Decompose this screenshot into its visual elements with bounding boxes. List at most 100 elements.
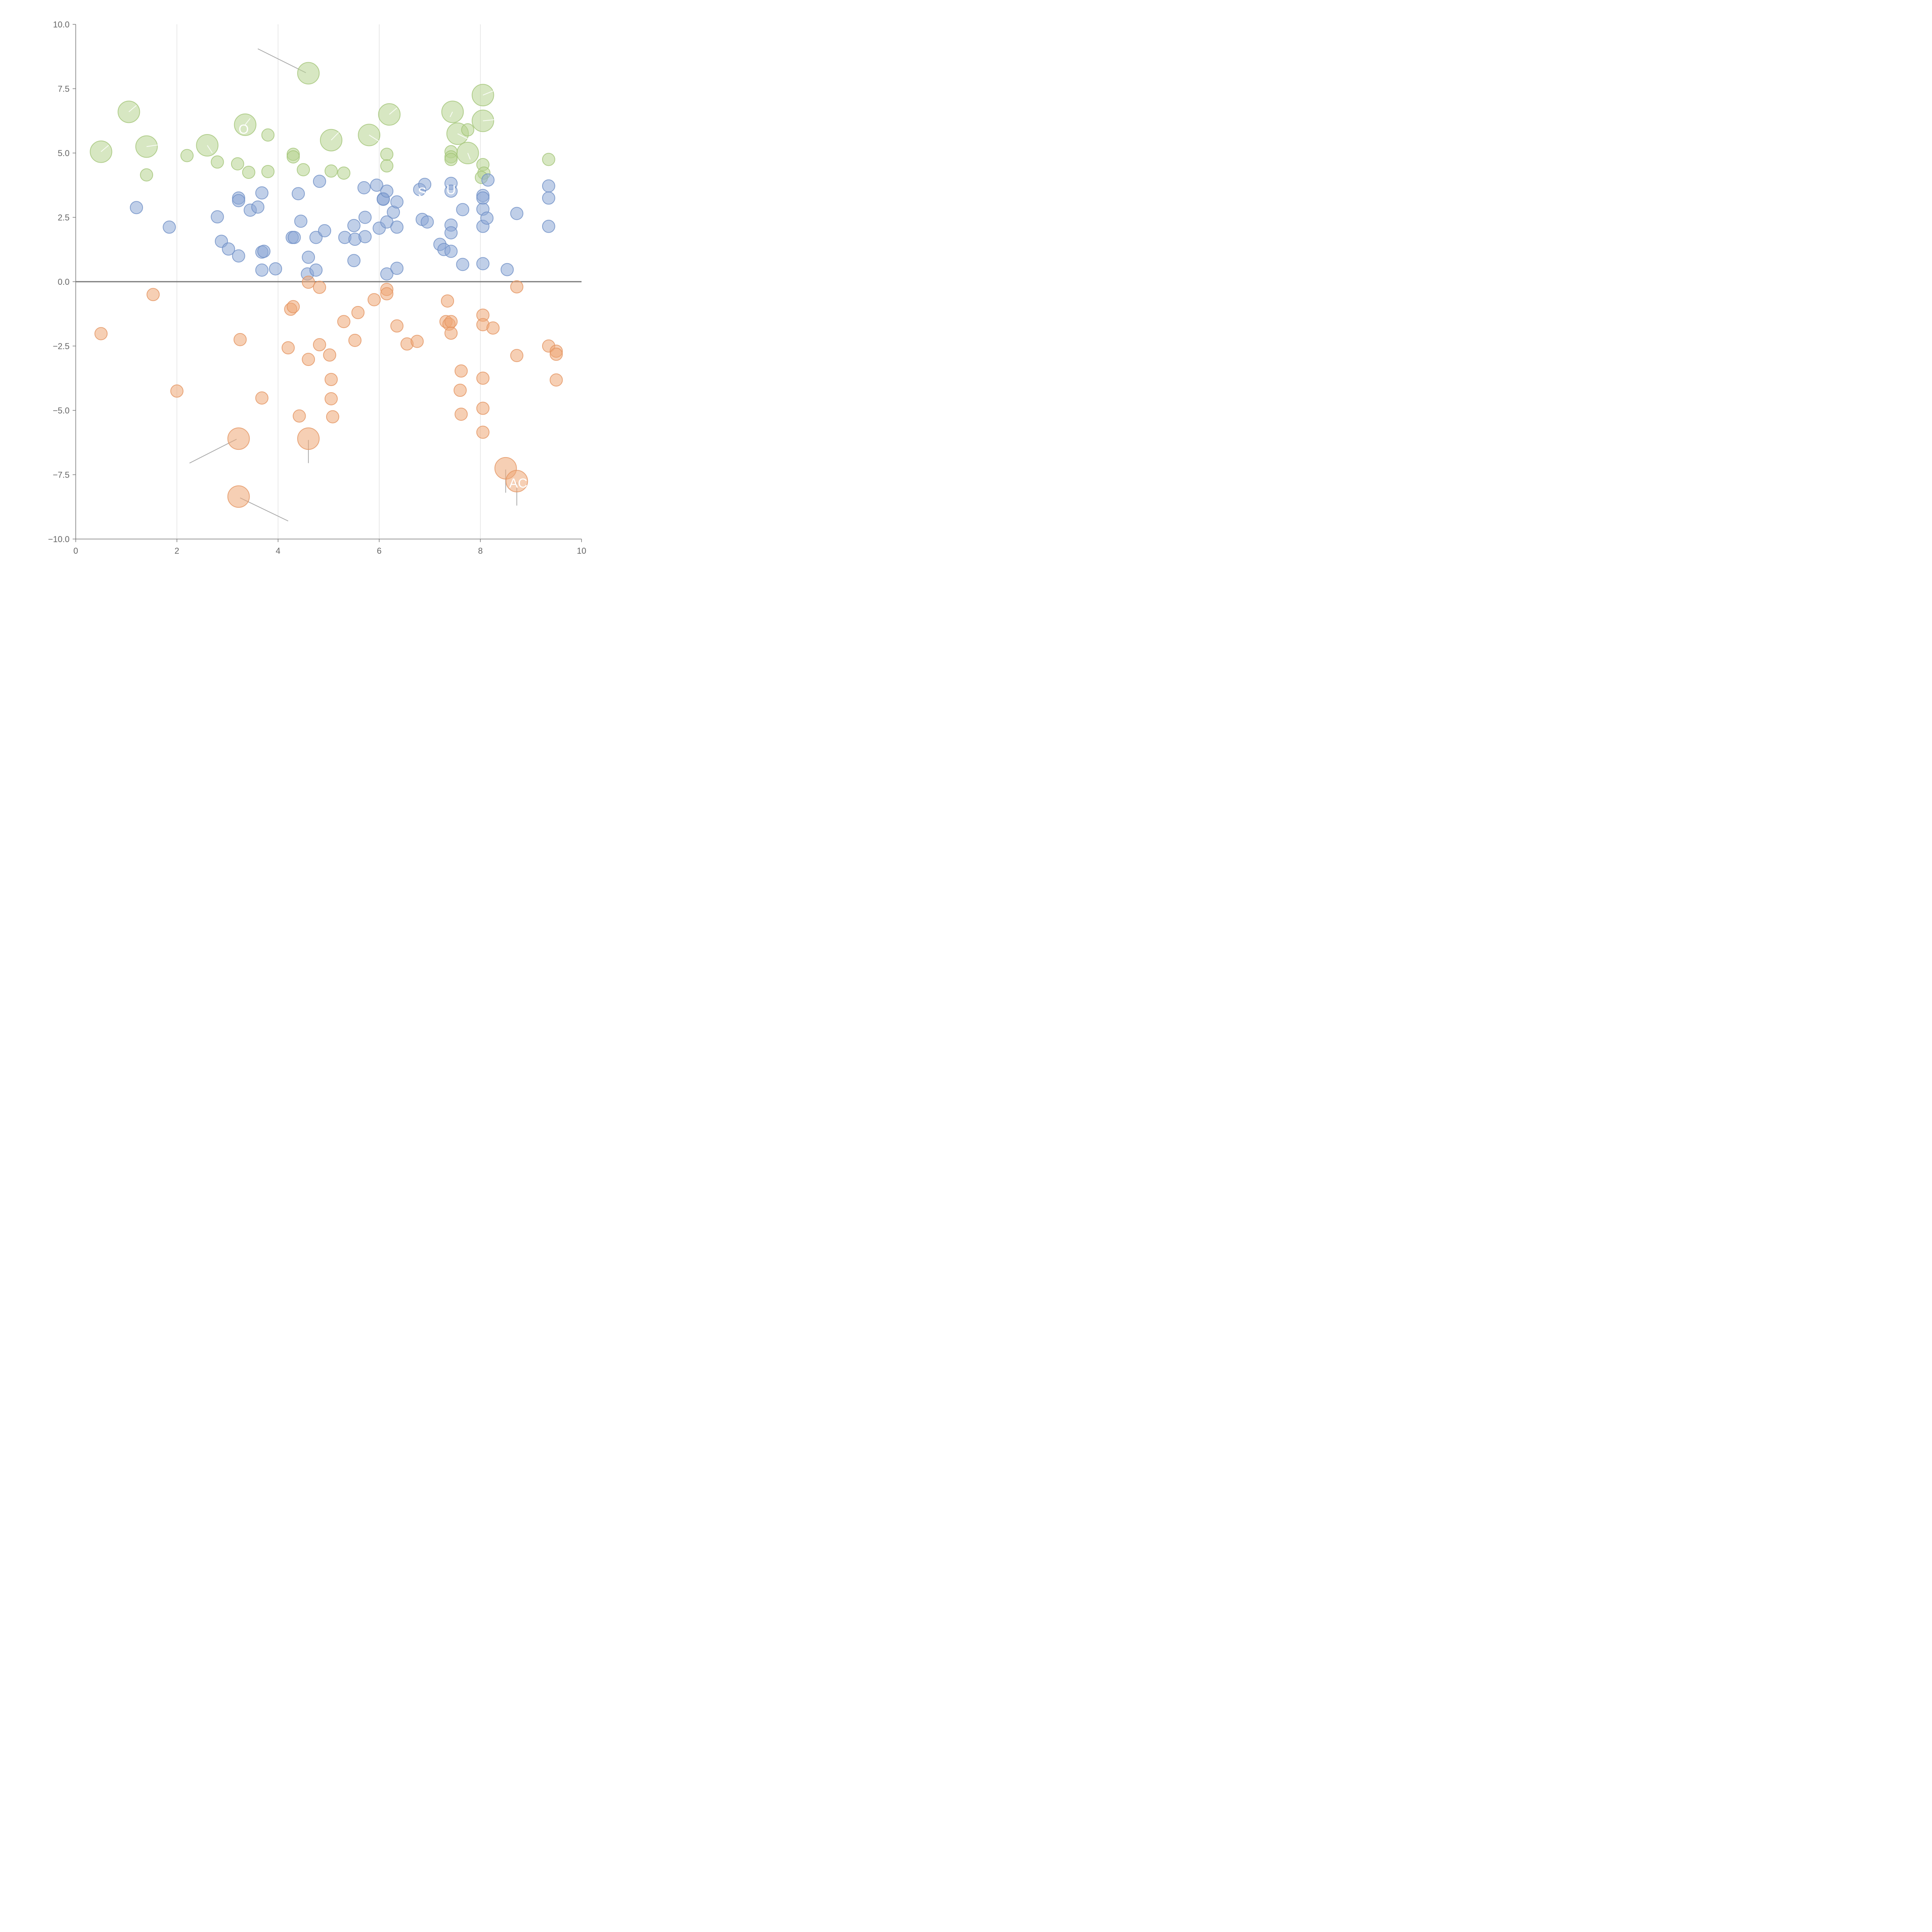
leader-line [257, 48, 306, 73]
orange-point [454, 364, 468, 378]
blue-point [500, 263, 514, 276]
green-point [542, 153, 555, 166]
blue-point [476, 257, 490, 270]
orange-point [453, 384, 467, 397]
blue-point [390, 220, 404, 234]
blue-point [456, 203, 469, 216]
orange-point [297, 427, 320, 450]
green-point [325, 164, 338, 178]
blue-point [370, 179, 383, 192]
blue-point [251, 200, 265, 214]
green-point [261, 165, 275, 178]
y-tick-label: 0.0 [58, 277, 70, 287]
green-point [444, 153, 458, 166]
blue-point [456, 258, 469, 271]
label-leader [207, 145, 213, 153]
label-leader [467, 153, 471, 160]
blue-point [481, 173, 495, 187]
blue-point [480, 211, 494, 225]
green-point [337, 166, 350, 180]
blue-point [542, 191, 555, 205]
label-leader [483, 89, 496, 96]
blue-point [357, 181, 371, 194]
orange-point [326, 410, 339, 423]
annotation-labels: V O S U AC [100, 89, 527, 491]
green-point [261, 128, 275, 142]
blue-point [222, 242, 235, 256]
orange-point [486, 321, 500, 335]
y-tick-label: 2.5 [58, 213, 70, 223]
annotation-label: O [238, 122, 248, 137]
x-tick-label: 8 [478, 546, 483, 556]
annotation-label: S [418, 185, 427, 200]
green-point [380, 148, 394, 161]
label-leader [100, 145, 109, 152]
blue-point [232, 194, 245, 207]
label-leader [245, 118, 251, 125]
orange-point [476, 371, 490, 385]
blue-point [476, 191, 490, 205]
blue-point [347, 219, 361, 232]
blue-point [420, 215, 434, 229]
x-tick-label: 4 [276, 546, 280, 556]
orange-point [286, 300, 300, 313]
orange-point [444, 315, 458, 328]
orange-point [233, 333, 247, 346]
blue-point [232, 249, 245, 263]
orange-point [146, 288, 160, 301]
orange-point [281, 341, 295, 355]
orange-point [325, 392, 338, 406]
green-point [297, 163, 310, 177]
green-point [286, 150, 300, 163]
orange-point [313, 338, 326, 352]
orange-point [227, 485, 250, 508]
y-tick-label: 5.0 [58, 148, 70, 158]
y-tick-label: −5.0 [53, 406, 70, 415]
blue-point [269, 262, 282, 276]
orange-point [441, 294, 454, 308]
label-leader [449, 111, 453, 117]
orange-point [380, 287, 394, 301]
orange-point [549, 373, 563, 387]
label-leader [457, 133, 468, 139]
green-point [242, 165, 255, 179]
orange-point [549, 347, 563, 361]
blue-point [444, 245, 458, 258]
blue-point [294, 214, 308, 228]
orange-point [302, 276, 315, 289]
blue-point [542, 219, 555, 233]
orange-point [313, 281, 326, 294]
blue-point [302, 250, 315, 264]
scatter-chart: 0 2 4 6 8 10 10.0 7.5 5.0 2.5 0.0 −2.5 −5.0 −7.5 −10.0… [48, 20, 586, 556]
green-point [461, 123, 474, 137]
y-tick-label: −7.5 [53, 470, 70, 480]
blue-point [380, 267, 394, 281]
green-point [211, 155, 224, 169]
orange-point [510, 280, 524, 294]
blue-point [313, 175, 326, 188]
blue-point [390, 262, 404, 275]
orange-point [505, 470, 528, 493]
blue-point [130, 201, 143, 214]
orange-point [325, 373, 338, 386]
blue-point [542, 179, 555, 193]
x-tick-label: 0 [73, 546, 78, 556]
blue-point [358, 211, 372, 224]
label-leader [128, 105, 137, 112]
orange-point [302, 353, 315, 366]
green-point [297, 62, 320, 85]
orange-point [510, 349, 524, 362]
annotation-label: V [203, 119, 212, 134]
orange-point [367, 293, 381, 306]
y-tick-label: −10.0 [48, 534, 70, 544]
label-leader [483, 119, 496, 121]
orange-point [255, 391, 269, 405]
blue-point [390, 195, 404, 209]
axes: 0 2 4 6 8 10 10.0 7.5 5.0 2.5 0.0 −2.5 −5.0 −7.5 −10.0 [48, 20, 586, 556]
orange-point [293, 409, 306, 423]
blue-point [255, 186, 269, 200]
annotation-label: U [446, 183, 456, 197]
orange-point [476, 425, 490, 439]
orange-point [323, 348, 337, 362]
blue-point [211, 210, 224, 224]
